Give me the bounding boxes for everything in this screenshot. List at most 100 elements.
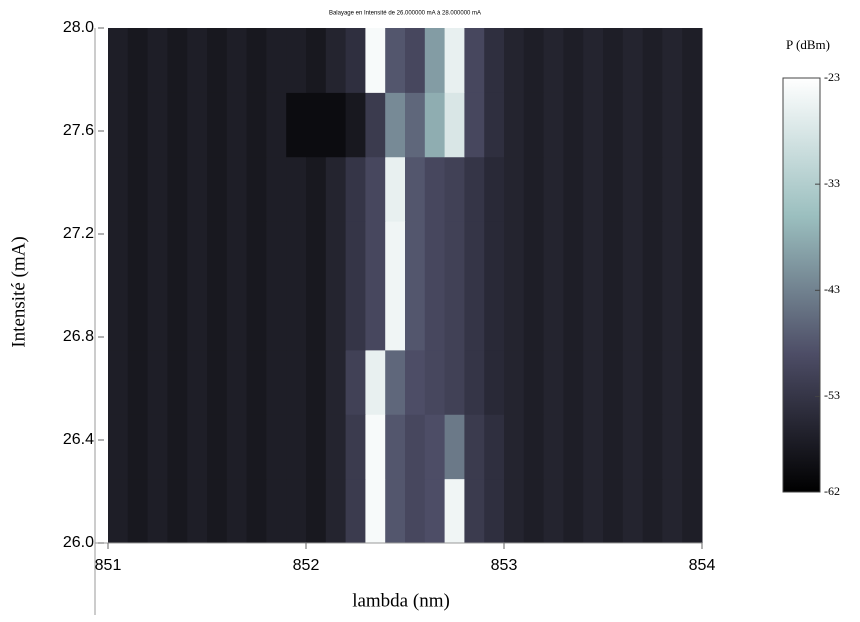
heatmap-cell [504, 156, 525, 222]
heatmap-cell [523, 414, 545, 480]
heatmap-cell [345, 28, 366, 93]
heatmap-cell [127, 285, 149, 351]
heatmap-cell [682, 414, 703, 480]
heatmap-cell [662, 221, 683, 286]
heatmap-cell [682, 156, 703, 222]
heatmap-cell [108, 414, 129, 480]
heatmap-cell [405, 285, 426, 351]
heatmap-cell [127, 221, 149, 286]
heatmap-cell [187, 478, 208, 544]
heatmap-cell [642, 92, 663, 158]
heatmap-cell [622, 92, 644, 158]
heatmap-cell [484, 478, 505, 544]
heatmap-cell [523, 349, 545, 415]
heatmap-cell [286, 156, 307, 222]
heatmap-cell [365, 478, 386, 544]
heatmap-cell [504, 28, 525, 93]
heatmap-cell [108, 285, 129, 351]
heatmap-cell [603, 349, 624, 415]
heatmap-cell [603, 285, 624, 351]
x-axis-label: lambda (nm) [352, 590, 450, 611]
y-tick-label: 27.6 [63, 122, 94, 139]
heatmap-cell [563, 28, 584, 93]
heatmap-cell [147, 414, 168, 480]
heatmap-cell [642, 349, 663, 415]
heatmap-cell [543, 414, 564, 480]
heatmap-cell [147, 478, 168, 544]
heatmap-cell [286, 478, 307, 544]
heatmap-cell [405, 92, 426, 158]
heatmap-cell [147, 221, 168, 286]
heatmap-cell [246, 156, 267, 222]
heatmap-cell [583, 221, 604, 286]
heatmap-cell [583, 349, 604, 415]
heatmap-cell [187, 92, 208, 158]
heatmap-cell [345, 221, 366, 286]
heatmap-cell [365, 221, 386, 286]
heatmap-cell [682, 92, 703, 158]
heatmap-cell [385, 285, 406, 351]
heatmap-cell [246, 349, 267, 415]
heatmap-cell [444, 285, 465, 351]
heatmap-cell [583, 285, 604, 351]
heatmap-cell [187, 156, 208, 222]
heatmap-cell [306, 28, 327, 93]
heatmap-cell [127, 28, 149, 93]
heatmap-cell [444, 92, 465, 158]
heatmap-cell [286, 92, 307, 158]
heatmap-cell [246, 28, 267, 93]
heatmap-cell [424, 92, 446, 158]
heatmap-cell [226, 156, 248, 222]
heatmap-cell [325, 221, 347, 286]
heatmap-cell [306, 414, 327, 480]
heatmap-cell [167, 28, 188, 93]
heatmap-cell [127, 156, 149, 222]
heatmap-cell [226, 285, 248, 351]
heatmap-cell [523, 221, 545, 286]
heatmap-cell [464, 285, 485, 351]
heatmap-cell [187, 414, 208, 480]
heatmap-cell [108, 478, 129, 544]
heatmap-cell [187, 285, 208, 351]
heatmap-cell [266, 478, 287, 544]
heatmap-cell [226, 478, 248, 544]
heatmap-cell [662, 349, 683, 415]
heatmap-cell [286, 414, 307, 480]
heatmap-cell [464, 28, 485, 93]
heatmap-cell [543, 92, 564, 158]
heatmap-cell [266, 28, 287, 93]
heatmap-cell [444, 28, 465, 93]
heatmap-cell [523, 285, 545, 351]
colorbar-tick-label: -33 [824, 176, 840, 190]
x-tick-label: 853 [491, 557, 518, 574]
heatmap-cell [187, 28, 208, 93]
heatmap [108, 28, 703, 544]
heatmap-cell [504, 285, 525, 351]
heatmap-cell [405, 156, 426, 222]
y-tick-label: 26.0 [63, 534, 94, 551]
heatmap-cell [682, 28, 703, 93]
heatmap-cell [266, 92, 287, 158]
heatmap-cell [127, 92, 149, 158]
heatmap-cell [424, 414, 446, 480]
colorbar-tick-label: -53 [824, 388, 840, 402]
heatmap-cell [662, 156, 683, 222]
heatmap-cell [583, 92, 604, 158]
heatmap-cell [603, 28, 624, 93]
heatmap-cell [543, 221, 564, 286]
heatmap-cell [464, 414, 485, 480]
heatmap-cell [484, 414, 505, 480]
heatmap-cell [642, 221, 663, 286]
heatmap-cell [504, 478, 525, 544]
heatmap-cell [385, 478, 406, 544]
heatmap-cell [207, 221, 228, 286]
heatmap-cell [266, 221, 287, 286]
colorbar-tick-label: -62 [824, 484, 840, 498]
heatmap-cell [662, 478, 683, 544]
heatmap-cell [662, 285, 683, 351]
heatmap-cell [207, 285, 228, 351]
heatmap-cell [682, 285, 703, 351]
heatmap-cell [127, 478, 149, 544]
heatmap-cell [226, 221, 248, 286]
